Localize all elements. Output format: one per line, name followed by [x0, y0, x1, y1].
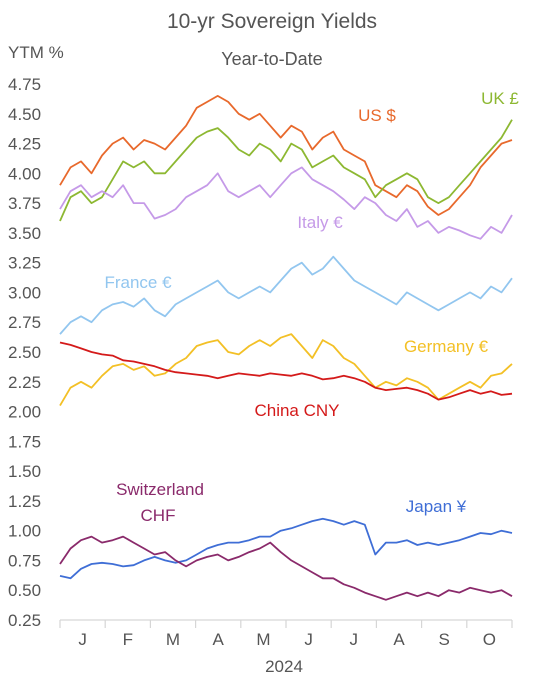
y-tick-label: 3.25 [8, 254, 41, 273]
x-tick-label: J [78, 630, 87, 649]
y-tick-label: 4.25 [8, 135, 41, 154]
series-labels-group: US $ UK £ Italy € France € Germany € China CN… [104, 89, 519, 525]
y-tick-label: 1.00 [8, 522, 41, 541]
y-tick-label: 0.75 [8, 551, 41, 570]
y-tick-label: 3.75 [8, 194, 41, 213]
series-line-switzerland-chf [59, 535, 513, 601]
x-tick-label: O [483, 630, 496, 649]
x-tick-label: F [123, 630, 133, 649]
chart-subtitle: Year-to-Date [221, 49, 322, 69]
series-label: Italy € [297, 213, 343, 232]
series-label: Japan ¥ [406, 497, 467, 516]
series-line-japan [59, 517, 513, 580]
series-line-china-cny [59, 341, 513, 401]
series-label: Switzerland CHF [116, 480, 204, 525]
y-tick-label: 1.50 [8, 462, 41, 481]
series-label: US $ [358, 106, 396, 125]
x-tick-label: A [393, 630, 405, 649]
y-tick-label: 2.25 [8, 373, 41, 392]
series-label: UK £ [481, 89, 519, 108]
axes-group: 4.75 4.50 4.25 4.00 3.75 3.50 3.25 3.00 2.75 2.50… [8, 75, 513, 649]
series-lines-group [59, 95, 513, 601]
series-line-italy [59, 166, 513, 240]
x-tick-label: J [350, 630, 359, 649]
x-tick-label: M [166, 630, 180, 649]
series-line-us [59, 95, 513, 216]
series-line-france [59, 255, 513, 335]
y-tick-label: 3.00 [8, 283, 41, 302]
y-tick-label: 2.00 [8, 403, 41, 422]
series-label: Germany € [404, 337, 489, 356]
y-axis-label: YTM % [8, 43, 64, 62]
y-tick-label: 4.00 [8, 164, 41, 183]
y-tick-label: 0.50 [8, 581, 41, 600]
series-line-uk [59, 119, 513, 222]
x-tick-label: M [256, 630, 270, 649]
y-tick-label: 4.75 [8, 75, 41, 94]
x-tick-label: J [304, 630, 313, 649]
y-tick-label: 0.25 [8, 611, 41, 630]
chart-title: 10-yr Sovereign Yields [167, 10, 377, 33]
y-tick-label: 2.50 [8, 343, 41, 362]
x-tick-label: A [213, 630, 225, 649]
y-tick-label: 3.50 [8, 224, 41, 243]
y-tick-label: 1.25 [8, 492, 41, 511]
series-label: China CNY [254, 401, 339, 420]
y-tick-label: 1.75 [8, 432, 41, 451]
x-axis-year-label: 2024 [265, 657, 303, 676]
x-tick-label: S [439, 630, 450, 649]
y-tick-label: 2.75 [8, 313, 41, 332]
y-tick-label: 4.50 [8, 105, 41, 124]
series-label: France € [104, 273, 172, 292]
